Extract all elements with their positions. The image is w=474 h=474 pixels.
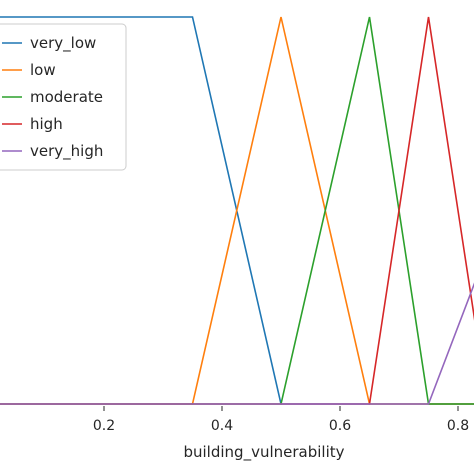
plot-area xyxy=(0,16,474,405)
x-tick-label: 0.4 xyxy=(211,418,233,434)
legend-label-low: low xyxy=(30,61,56,79)
x-tick-label: 0.2 xyxy=(93,418,115,434)
x-tick-label: 0.6 xyxy=(329,418,351,434)
legend-label-very-high: very_high xyxy=(30,142,103,161)
legend-box xyxy=(0,23,127,171)
series-line-very-high xyxy=(0,282,474,405)
legend-label-moderate: moderate xyxy=(30,88,103,106)
legend-label-high: high xyxy=(30,115,63,133)
x-axis: 0.2 0.4 0.6 0.8 xyxy=(93,406,469,434)
legend-label-very-low: very_low xyxy=(30,34,96,53)
x-tick-label: 0.8 xyxy=(447,418,469,434)
x-axis-label: building_vulnerability xyxy=(183,443,344,462)
